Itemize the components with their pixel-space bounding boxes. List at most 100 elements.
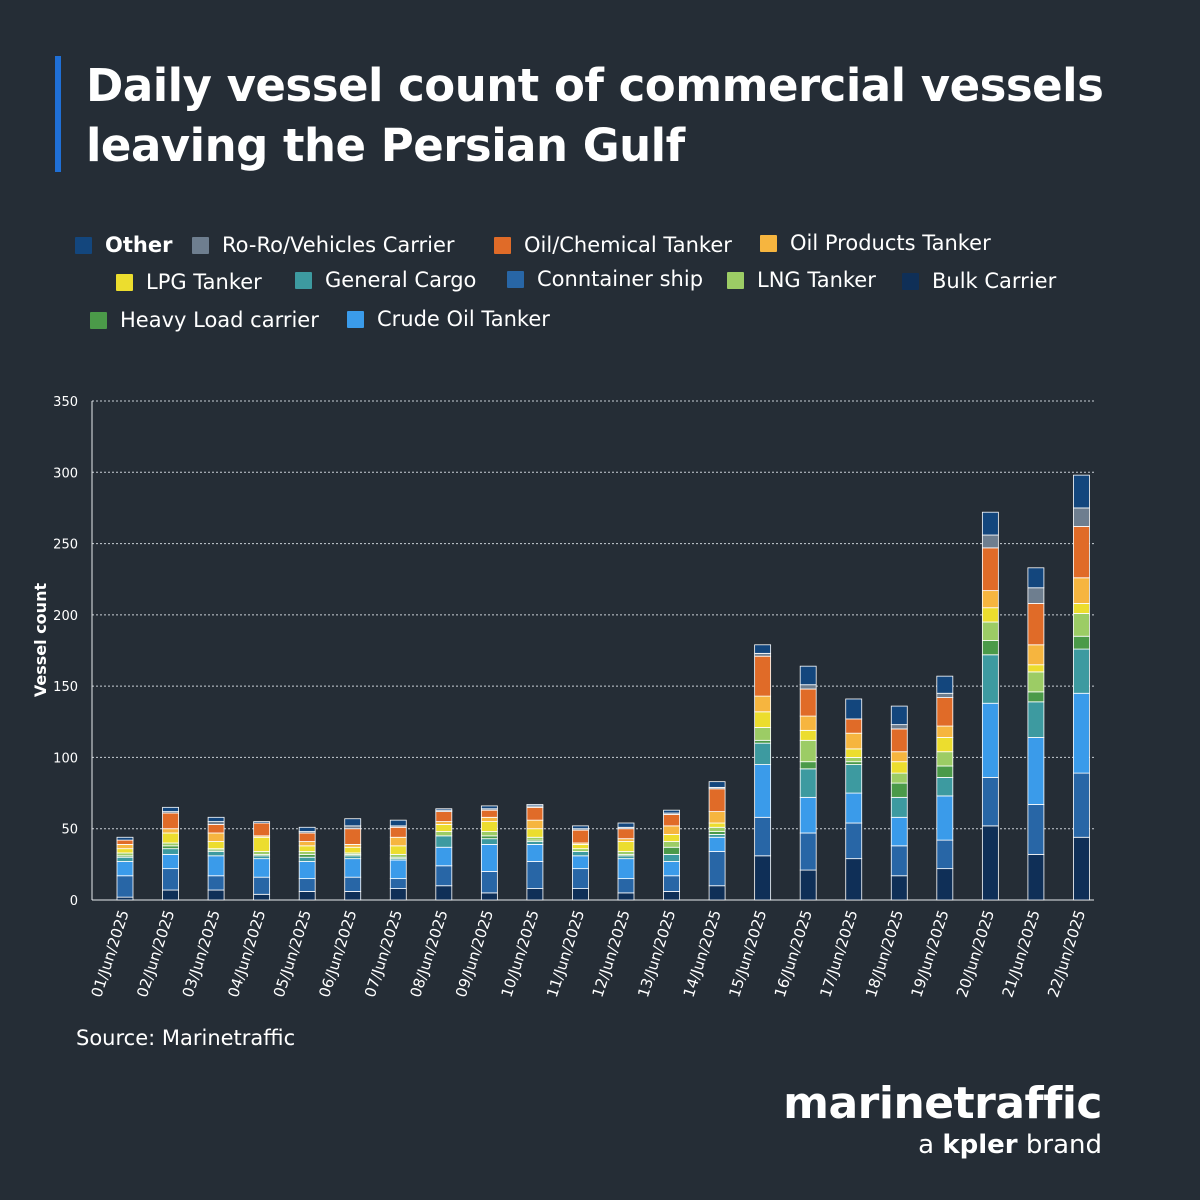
bar-segment xyxy=(799,715,817,731)
y-tick-label: 250 xyxy=(53,538,78,553)
bar-segment xyxy=(253,836,271,852)
bar-segment xyxy=(572,843,589,850)
bar-segment xyxy=(344,843,362,848)
bar-segment xyxy=(981,547,999,592)
bar-segment xyxy=(162,868,179,891)
bar-segment xyxy=(754,695,772,713)
bar-segment xyxy=(207,824,225,834)
bar-segment xyxy=(207,855,225,877)
bar-segment xyxy=(344,858,362,878)
bar-segment xyxy=(253,851,271,855)
bar-segment xyxy=(207,841,225,850)
x-tick-label: 08/Jun/2025 xyxy=(406,908,451,1000)
bar-segment xyxy=(298,841,316,847)
bar-segment xyxy=(207,816,225,822)
bar-segment xyxy=(845,761,863,765)
x-tick-label: 20/Jun/2025 xyxy=(953,908,998,1000)
chart-title-line-1: Daily vessel count of commercial vessels xyxy=(86,59,1104,112)
bar-segment xyxy=(389,819,407,827)
bar-segment xyxy=(708,831,726,835)
bar-segment xyxy=(799,684,817,690)
bar-segment xyxy=(389,878,407,889)
bar-segment xyxy=(1027,691,1045,703)
bar-segment xyxy=(845,858,863,901)
bar-segment xyxy=(1073,474,1090,509)
bar-segment xyxy=(663,814,680,827)
bar-segment xyxy=(253,893,271,901)
chart-title-line-2: leaving the Persian Gulf xyxy=(86,119,685,172)
bar-segment xyxy=(435,811,453,822)
bar-segment xyxy=(116,861,134,877)
bar-segment xyxy=(253,858,271,878)
bar-segment xyxy=(480,821,498,832)
bar-segment xyxy=(890,724,908,730)
bar-segment xyxy=(890,761,908,774)
chart-title: Daily vessel count of commercial vessels… xyxy=(86,56,1166,176)
bar-segment xyxy=(845,748,863,758)
bar-segment xyxy=(708,811,726,824)
bar-segment xyxy=(480,805,498,810)
bar-segment xyxy=(708,826,726,832)
x-tick-label: 10/Jun/2025 xyxy=(498,908,543,1000)
bar-segment xyxy=(981,607,999,623)
x-tick-label: 16/Jun/2025 xyxy=(771,908,816,1000)
bar-segment xyxy=(1073,577,1090,604)
bar-segment xyxy=(526,836,544,841)
bar-segment xyxy=(162,812,179,830)
bar-segment xyxy=(389,859,407,880)
bar-segment xyxy=(708,885,726,901)
bar-segment xyxy=(207,821,225,825)
bar-segment xyxy=(799,832,817,871)
bar-segment xyxy=(890,816,908,847)
bar-segment xyxy=(526,804,544,807)
bar-segment xyxy=(890,751,908,763)
bar-segment xyxy=(207,875,225,891)
x-tick-label: 12/Jun/2025 xyxy=(589,908,634,1000)
bar-segment xyxy=(799,768,817,798)
bar-segment xyxy=(344,876,362,892)
y-axis-label: Vessel count xyxy=(31,583,50,698)
y-tick-label: 50 xyxy=(61,823,78,838)
bar-segment xyxy=(845,698,863,720)
bar-segment xyxy=(617,841,635,852)
bar-segment xyxy=(1027,737,1045,805)
bar-segment xyxy=(617,855,635,860)
brand-company: kpler xyxy=(942,1130,1018,1160)
bar-segment xyxy=(617,878,635,894)
bar-segment xyxy=(389,853,407,858)
bar-segment xyxy=(663,853,680,862)
bar-segment xyxy=(708,788,726,813)
bar-segment xyxy=(936,795,954,841)
y-tick-label: 0 xyxy=(70,894,78,909)
bar-segment xyxy=(617,892,635,901)
x-tick-label: 11/Jun/2025 xyxy=(543,908,588,1000)
bar-segment xyxy=(799,729,817,741)
x-tick-label: 22/Jun/2025 xyxy=(1044,908,1089,1000)
bar-segment xyxy=(572,855,589,870)
bar-segment xyxy=(435,865,453,887)
bar-segment xyxy=(754,764,772,818)
bar-segment xyxy=(754,711,772,728)
bar-segment xyxy=(981,825,999,901)
bar-segment xyxy=(344,818,362,827)
bar-segment xyxy=(1027,587,1045,604)
bar-segment xyxy=(708,822,726,828)
bar-segment xyxy=(845,792,863,824)
bar-segment xyxy=(162,848,179,855)
bar-segment xyxy=(754,655,772,697)
bar-segment xyxy=(162,806,179,813)
x-tick-label: 17/Jun/2025 xyxy=(816,908,861,1000)
bar-segment xyxy=(253,855,271,860)
bar-segment xyxy=(754,652,772,657)
bar-segment xyxy=(708,851,726,887)
bar-segment xyxy=(890,875,908,901)
stacked-bar-chart: 0 50 100 150 200 250 300 350 Vessel count 01/Jun/… xyxy=(31,395,1094,1000)
bar-segment xyxy=(754,739,772,744)
bar-segment xyxy=(1027,603,1045,646)
title-accent-bar xyxy=(55,56,61,172)
bar-segment xyxy=(936,751,954,767)
bar-segment xyxy=(162,842,179,847)
bar-segment xyxy=(936,868,954,901)
x-tick-label: 05/Jun/2025 xyxy=(270,908,315,1000)
bar-segment xyxy=(572,825,589,830)
